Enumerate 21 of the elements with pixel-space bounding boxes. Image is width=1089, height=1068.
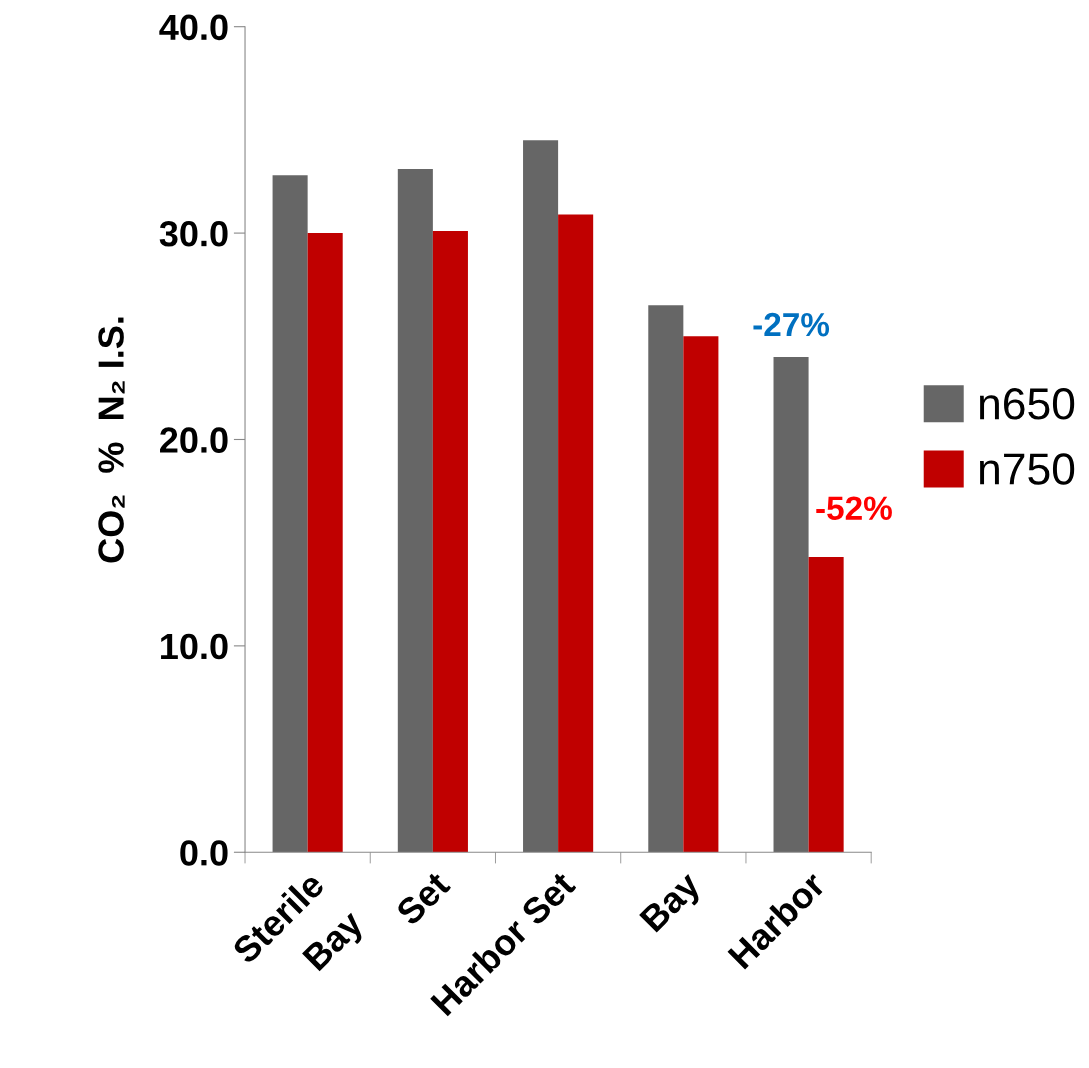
bar <box>523 140 559 853</box>
annotation: -27% <box>753 312 830 337</box>
bar <box>773 356 809 853</box>
y-tick-label: 10.0 <box>161 633 228 660</box>
bar <box>558 214 594 853</box>
legend-label: n650 <box>980 388 1075 420</box>
x-tick-label: Bay <box>639 870 708 938</box>
bar <box>307 233 343 853</box>
bar <box>397 169 433 853</box>
bar <box>432 231 468 853</box>
y-tick-label: 20.0 <box>160 427 228 453</box>
y-tick-label: 30.0 <box>159 220 228 247</box>
bar <box>808 557 844 853</box>
y-tick-label: 0.0 <box>180 840 228 866</box>
legend-label: n750 <box>980 453 1075 485</box>
annotation: -52% <box>816 496 892 520</box>
y-tick-label: 40.0 <box>159 14 228 41</box>
bar <box>683 336 719 853</box>
y-axis-title: CO₂ % N₂ I.S. <box>98 317 125 563</box>
bar <box>648 305 684 853</box>
bar <box>272 175 308 853</box>
